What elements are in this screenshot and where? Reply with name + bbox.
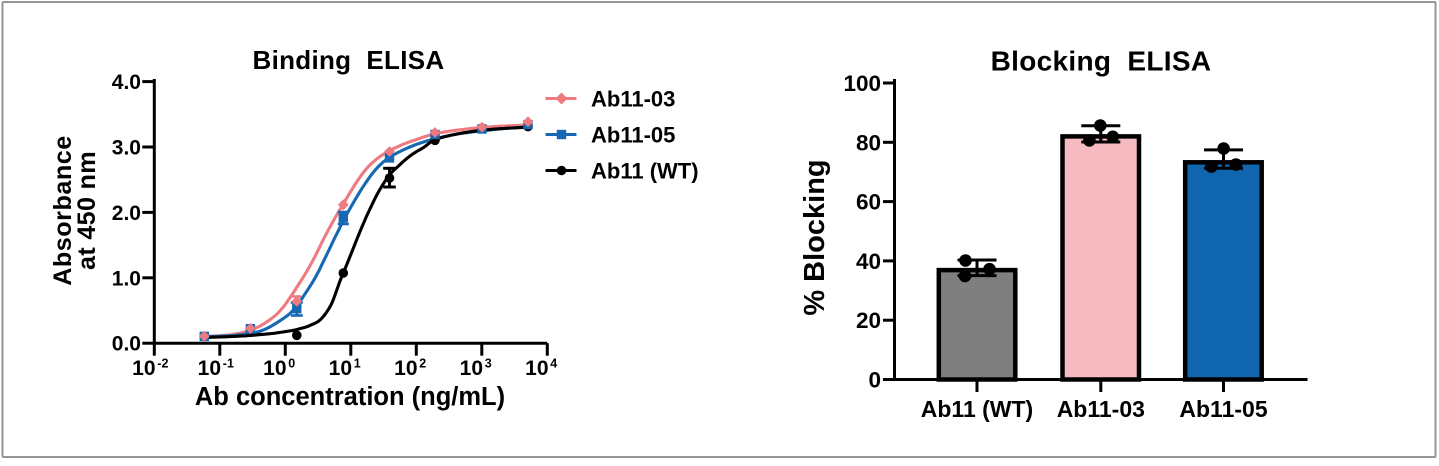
svg-text:at 450 nm: at 450 nm	[73, 151, 101, 270]
svg-text:1: 1	[354, 357, 361, 371]
svg-text:10: 10	[132, 357, 155, 380]
svg-text:40: 40	[856, 249, 881, 274]
svg-text:100: 100	[843, 71, 881, 96]
svg-text:Absorbance: Absorbance	[49, 135, 77, 286]
svg-text:3: 3	[485, 357, 492, 371]
svg-text:80: 80	[856, 130, 881, 155]
svg-text:2.0: 2.0	[112, 202, 141, 225]
svg-text:Ab11-03: Ab11-03	[591, 87, 675, 112]
svg-text:Blocking ELISA: Blocking ELISA	[991, 46, 1212, 77]
svg-text:Ab11-03: Ab11-03	[1057, 396, 1145, 422]
svg-text:0: 0	[288, 357, 295, 371]
svg-text:3.0: 3.0	[112, 137, 141, 160]
svg-text:Ab11-05: Ab11-05	[1179, 396, 1267, 422]
svg-text:Ab11-05: Ab11-05	[591, 123, 675, 148]
svg-text:10: 10	[525, 357, 548, 380]
svg-text:4: 4	[550, 357, 557, 371]
svg-text:20: 20	[856, 308, 881, 333]
svg-text:10: 10	[263, 357, 286, 380]
svg-text:10: 10	[394, 357, 417, 380]
svg-text:1.0: 1.0	[112, 267, 141, 290]
svg-text:-2: -2	[157, 357, 168, 371]
svg-text:Ab concentration (ng/mL): Ab concentration (ng/mL)	[195, 383, 505, 411]
svg-text:Binding ELISA: Binding ELISA	[253, 45, 445, 75]
svg-text:Ab11 (WT): Ab11 (WT)	[921, 396, 1033, 422]
svg-text:0.0: 0.0	[112, 333, 141, 356]
svg-text:0: 0	[868, 368, 881, 393]
svg-text:-1: -1	[223, 357, 234, 371]
svg-text:10: 10	[329, 357, 352, 380]
svg-text:Ab11 (WT): Ab11 (WT)	[591, 159, 699, 184]
svg-text:10: 10	[460, 357, 483, 380]
svg-text:2: 2	[419, 357, 426, 371]
svg-text:10: 10	[198, 357, 221, 380]
svg-text:% Blocking: % Blocking	[799, 159, 831, 315]
svg-text:4.0: 4.0	[112, 71, 141, 94]
svg-text:60: 60	[856, 190, 881, 215]
